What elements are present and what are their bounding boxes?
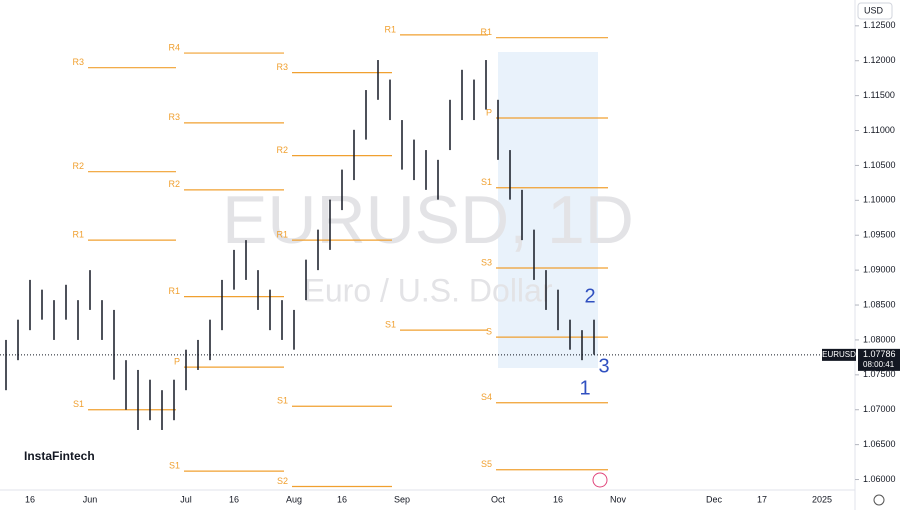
pivot-label: R1	[72, 229, 84, 239]
pivot-label: R1	[480, 27, 492, 37]
y-tick-label: 1.07500	[863, 369, 896, 379]
x-tick-label: Jun	[83, 494, 98, 504]
x-tick-label: Oct	[491, 494, 506, 504]
watermark-title: EURUSD, 1D	[222, 182, 634, 258]
settings-icon[interactable]	[873, 494, 885, 506]
pivot-label: R1	[384, 24, 396, 34]
pivot-label: S4	[481, 392, 492, 402]
pivot-label: R2	[276, 145, 288, 155]
pivot-label: R2	[72, 161, 84, 171]
price-box	[858, 348, 900, 371]
range-shade	[498, 52, 598, 368]
x-tick-label: 17	[757, 494, 767, 504]
pivot-label: S1	[481, 177, 492, 187]
x-tick-label: Aug	[286, 494, 302, 504]
brand: InstaFintech	[24, 449, 95, 463]
y-tick-label: 1.11000	[863, 125, 895, 135]
y-tick-label: 1.12000	[863, 55, 896, 65]
x-tick-label: 16	[25, 494, 35, 504]
y-tick-label: 1.12500	[863, 20, 896, 30]
x-tick-label: 2025	[812, 494, 832, 504]
x-tick-label: 16	[337, 494, 347, 504]
price-label: 1.07786	[863, 349, 896, 359]
pivot-label: P	[174, 357, 180, 367]
pivot-label: S1	[73, 399, 84, 409]
currency[interactable]: USD	[864, 5, 884, 15]
wave-label: 2	[584, 285, 595, 307]
wave-label: 3	[598, 355, 609, 377]
pivot-label: R2	[168, 179, 180, 189]
pivot-label: R1	[276, 229, 288, 239]
pivot-label: S1	[385, 320, 396, 330]
x-tick-label: Jul	[180, 494, 192, 504]
pivot-label: S	[486, 327, 492, 337]
y-tick-label: 1.08500	[863, 299, 896, 309]
pivot-label: S2	[277, 476, 288, 486]
pivot-label: S1	[277, 396, 288, 406]
y-tick-label: 1.09500	[863, 230, 896, 240]
pivot-label: R4	[168, 42, 180, 52]
watermark-subtitle: Euro / U.S. Dollar	[304, 272, 553, 308]
event-icon[interactable]	[592, 472, 608, 488]
y-tick-label: 1.10500	[863, 160, 896, 170]
brand-box	[18, 440, 98, 474]
symbol-label: EURUSD	[822, 350, 856, 359]
x-tick-label: 16	[229, 494, 239, 504]
x-tick-label: 16	[553, 494, 563, 504]
y-tick-label: 1.08000	[863, 334, 896, 344]
pivot-label: S1	[169, 461, 180, 471]
y-tick-label: 1.09000	[863, 265, 896, 275]
pivot-label: R1	[168, 286, 180, 296]
countdown-label: 08:00:41	[863, 360, 895, 369]
symbol-box	[822, 348, 856, 361]
pivot-label: S3	[481, 257, 492, 267]
wave-label: 1	[579, 377, 590, 399]
y-tick-label: 1.10000	[863, 195, 896, 205]
y-tick-label: 1.07000	[863, 404, 896, 414]
pivot-label: R3	[72, 57, 84, 67]
pivot-label: P	[486, 107, 492, 117]
pivot-label: R3	[168, 112, 180, 122]
y-tick-label: 1.06000	[863, 474, 896, 484]
x-tick-label: Sep	[394, 494, 410, 504]
pivot-label: R3	[276, 62, 288, 72]
x-tick-label: Nov	[610, 494, 627, 504]
y-tick-label: 1.11500	[863, 90, 895, 100]
currency-box[interactable]	[857, 2, 893, 20]
pivot-label: S5	[481, 459, 492, 469]
y-tick-label: 1.06500	[863, 439, 896, 449]
x-tick-label: Dec	[706, 494, 723, 504]
